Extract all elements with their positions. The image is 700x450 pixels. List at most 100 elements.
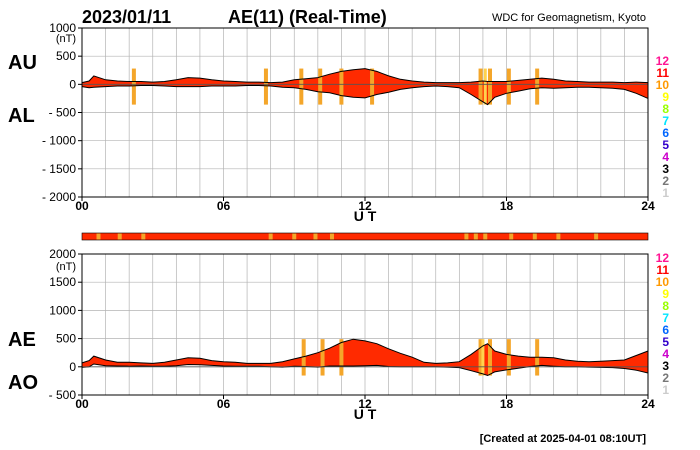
station-strip-mark — [292, 233, 297, 240]
station-mark — [320, 339, 325, 376]
legend-station-count: 10 — [656, 78, 670, 92]
station-mark — [487, 68, 492, 105]
station-mark — [131, 68, 136, 105]
y-tick-label: 1000 — [49, 21, 76, 35]
station-bar — [81, 232, 649, 241]
station-mark — [478, 339, 483, 376]
x-axis-title: U T — [354, 208, 377, 224]
al-label: AL — [8, 105, 35, 127]
legend-station-count: 5 — [662, 335, 669, 349]
station-mark — [506, 68, 511, 105]
ao-label: AO — [8, 372, 38, 394]
station-mark — [318, 68, 323, 105]
station-mark — [483, 68, 487, 105]
station-strip-mark — [141, 233, 146, 240]
upper-envelope-line — [81, 338, 649, 364]
legend-station-count: 11 — [656, 66, 669, 80]
y-tick-label: 0 — [69, 360, 76, 374]
legend-station-count: 4 — [662, 150, 669, 164]
ae-ao-panel: 2000 1500 1000 500 0 - 500 (nT) 00 06 12 18 24 U T — [49, 247, 655, 422]
station-strip-mark — [268, 233, 273, 240]
legend-station-count: 12 — [656, 54, 670, 68]
station-mark — [478, 68, 483, 105]
x-tick-label: 12 — [358, 199, 372, 213]
legend-station-count: 5 — [662, 138, 669, 152]
y-tick-label: 500 — [56, 49, 76, 63]
station-mark — [299, 68, 304, 105]
y-tick-label: - 2000 — [42, 190, 76, 204]
legend-station-count: 7 — [662, 311, 669, 325]
x-tick-label: 18 — [500, 199, 514, 213]
y-tick-label: - 500 — [49, 388, 77, 402]
station-strip-mark — [464, 233, 469, 240]
station-mark — [535, 68, 540, 105]
station-strip-mark — [329, 233, 334, 240]
y-tick-label: 500 — [56, 332, 76, 346]
au-al-panel: 1000 500 0 - 500 - 1000 - 1500 - 2000 (nT) 00 06 1… — [42, 21, 655, 224]
x-tick-label: 00 — [75, 199, 89, 213]
station-mark — [339, 339, 344, 376]
station-strip — [81, 232, 649, 241]
lower-envelope-line — [81, 85, 649, 106]
x-tick-label: 06 — [217, 397, 231, 411]
y-tick-label: 1000 — [49, 303, 76, 317]
station-mark — [301, 339, 306, 376]
lower-envelope-line — [81, 363, 649, 377]
legend-station-count: 8 — [662, 102, 669, 116]
station-strip-mark — [594, 233, 599, 240]
ae-label: AE — [8, 329, 36, 351]
x-tick-label: 12 — [358, 397, 372, 411]
y-tick-label: - 1000 — [42, 134, 76, 148]
legend-station-count: 6 — [662, 126, 669, 140]
legend-station-count: 2 — [662, 371, 669, 385]
legend-station-count: 6 — [662, 323, 669, 337]
created-timestamp: [Created at 2025-04-01 08:10UT] — [480, 433, 647, 445]
station-mark — [481, 339, 485, 376]
legend-station-count: 1 — [662, 383, 669, 397]
station-strip-mark — [313, 233, 318, 240]
station-mark — [339, 68, 344, 105]
station-strip-mark — [96, 233, 101, 240]
y-tick-label: 1500 — [49, 275, 76, 289]
station-mark — [487, 339, 492, 376]
x-tick-label: 24 — [641, 199, 655, 213]
station-mark — [506, 339, 511, 376]
y-tick-label: 0 — [69, 77, 76, 91]
station-strip-mark — [483, 233, 488, 240]
legend-station-count: 3 — [662, 162, 669, 176]
date-title: 2023/01/11 — [82, 7, 171, 27]
legend-station-count: 1 — [662, 186, 669, 200]
station-strip-mark — [117, 233, 122, 240]
chart-title: AE(11) (Real-Time) — [228, 7, 387, 27]
station-strip-mark — [556, 233, 561, 240]
legend-station-count: 3 — [662, 359, 669, 373]
index-area-fill — [82, 68, 648, 105]
legend-station-count: 10 — [656, 275, 670, 289]
station-strip-mark — [509, 233, 514, 240]
au-label: AU — [8, 52, 37, 74]
x-tick-label: 18 — [500, 397, 514, 411]
legend-station-count: 8 — [662, 299, 669, 313]
station-mark — [370, 68, 375, 105]
unit-label: (nT) — [56, 261, 76, 273]
upper-envelope-line — [81, 68, 649, 84]
legend-station-count: 2 — [662, 174, 669, 188]
x-tick-label: 06 — [217, 199, 231, 213]
station-strip-mark — [473, 233, 478, 240]
legend-station-count: 9 — [662, 287, 669, 301]
source-label: WDC for Geomagnetism, Kyoto — [492, 12, 646, 24]
x-axis-title: U T — [354, 406, 377, 422]
y-tick-label: 2000 — [49, 247, 76, 261]
unit-label: (nT) — [56, 33, 76, 45]
station-mark — [263, 68, 268, 105]
x-tick-label: 24 — [641, 397, 655, 411]
y-tick-label: - 500 — [49, 106, 77, 120]
legend-station-count: 11 — [656, 263, 669, 277]
legend-station-count: 4 — [662, 347, 669, 361]
x-tick-label: 00 — [75, 397, 89, 411]
y-tick-label: - 1500 — [42, 162, 76, 176]
